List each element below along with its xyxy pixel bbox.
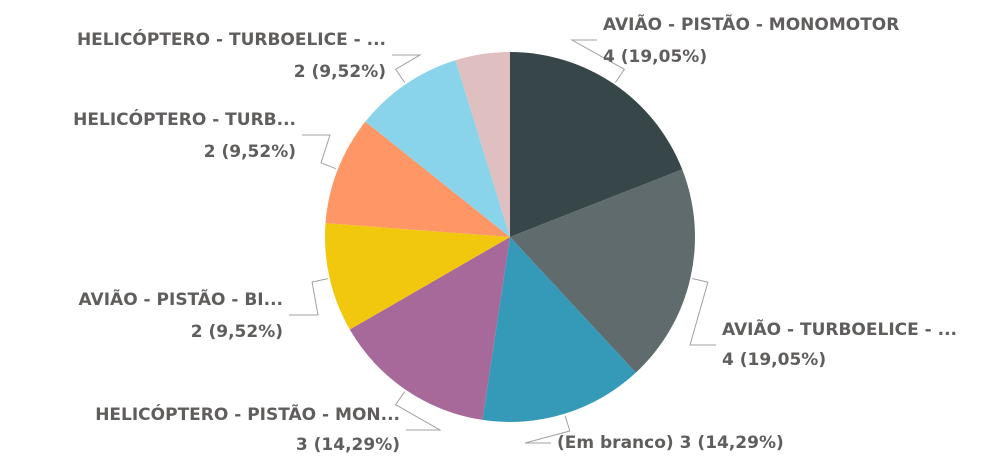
leader-line	[302, 134, 337, 170]
value-label: 3 (14,29%)	[680, 433, 784, 453]
leader-line	[289, 278, 328, 316]
data-label: (Em branco) 3 (14,29%)	[557, 433, 784, 453]
pie-slice	[349, 237, 510, 420]
pie-slice	[325, 121, 510, 237]
value-label: 4 (19,05%)	[603, 47, 707, 67]
leader-line	[394, 391, 442, 431]
pie-slice	[455, 52, 510, 237]
category-label: HELICÓPTERO - PISTÃO - MON...	[95, 402, 400, 425]
pie-slice	[365, 60, 510, 238]
pie-slice	[510, 52, 683, 237]
category-label: HELICÓPTERO - TURB...	[73, 108, 296, 130]
value-label: 2 (9,52%)	[294, 62, 386, 82]
pie-slice	[482, 237, 636, 423]
leader-line	[524, 415, 571, 444]
category-label: AVIÃO - PISTÃO - MONOMOTOR	[603, 12, 899, 35]
category-label: AVIÃO - PISTÃO - BI...	[79, 287, 283, 310]
category-label: HELICÓPTERO - TURBOELICE - ...	[77, 28, 386, 50]
pie-slice	[325, 223, 510, 330]
category-label: AVIÃO - TURBOELICE - ...	[722, 317, 957, 340]
leader-line	[570, 39, 626, 83]
category-label: (Em branco)	[557, 433, 674, 453]
value-label: 4 (19,05%)	[722, 350, 826, 370]
value-label: 2 (9,52%)	[191, 322, 283, 342]
leader-line	[689, 278, 716, 346]
value-label: 3 (14,29%)	[296, 435, 400, 455]
value-label: 2 (9,52%)	[204, 142, 296, 162]
leader-line	[392, 54, 422, 83]
pie-slice	[510, 169, 696, 373]
